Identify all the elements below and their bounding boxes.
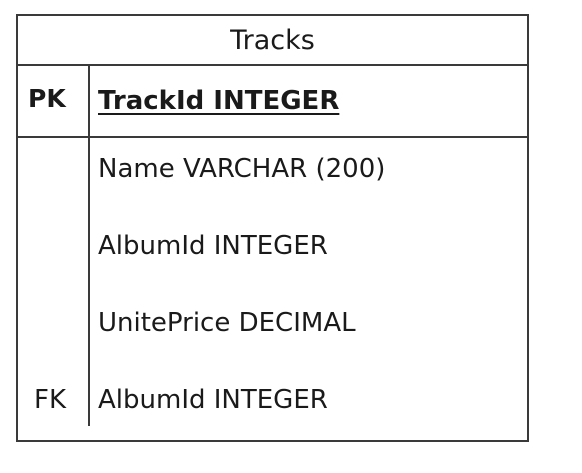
primary-key-row: PK TrackId INTEGER xyxy=(18,66,527,138)
tracks-entity: Tracks PK TrackId INTEGER Name VARCHAR (… xyxy=(16,14,529,442)
pk-divider xyxy=(88,66,90,136)
entity-title: Tracks xyxy=(18,16,527,66)
pk-label: PK xyxy=(28,84,66,113)
pk-field: TrackId INTEGER xyxy=(98,86,340,116)
fk-label: FK xyxy=(34,385,67,415)
field-albumid: AlbumId INTEGER xyxy=(98,231,328,261)
field-uniteprice: UnitePrice DECIMAL xyxy=(98,308,356,338)
field-fk-albumid: AlbumId INTEGER xyxy=(98,385,328,415)
field-name: Name VARCHAR (200) xyxy=(98,154,386,184)
fields-divider xyxy=(88,138,90,426)
